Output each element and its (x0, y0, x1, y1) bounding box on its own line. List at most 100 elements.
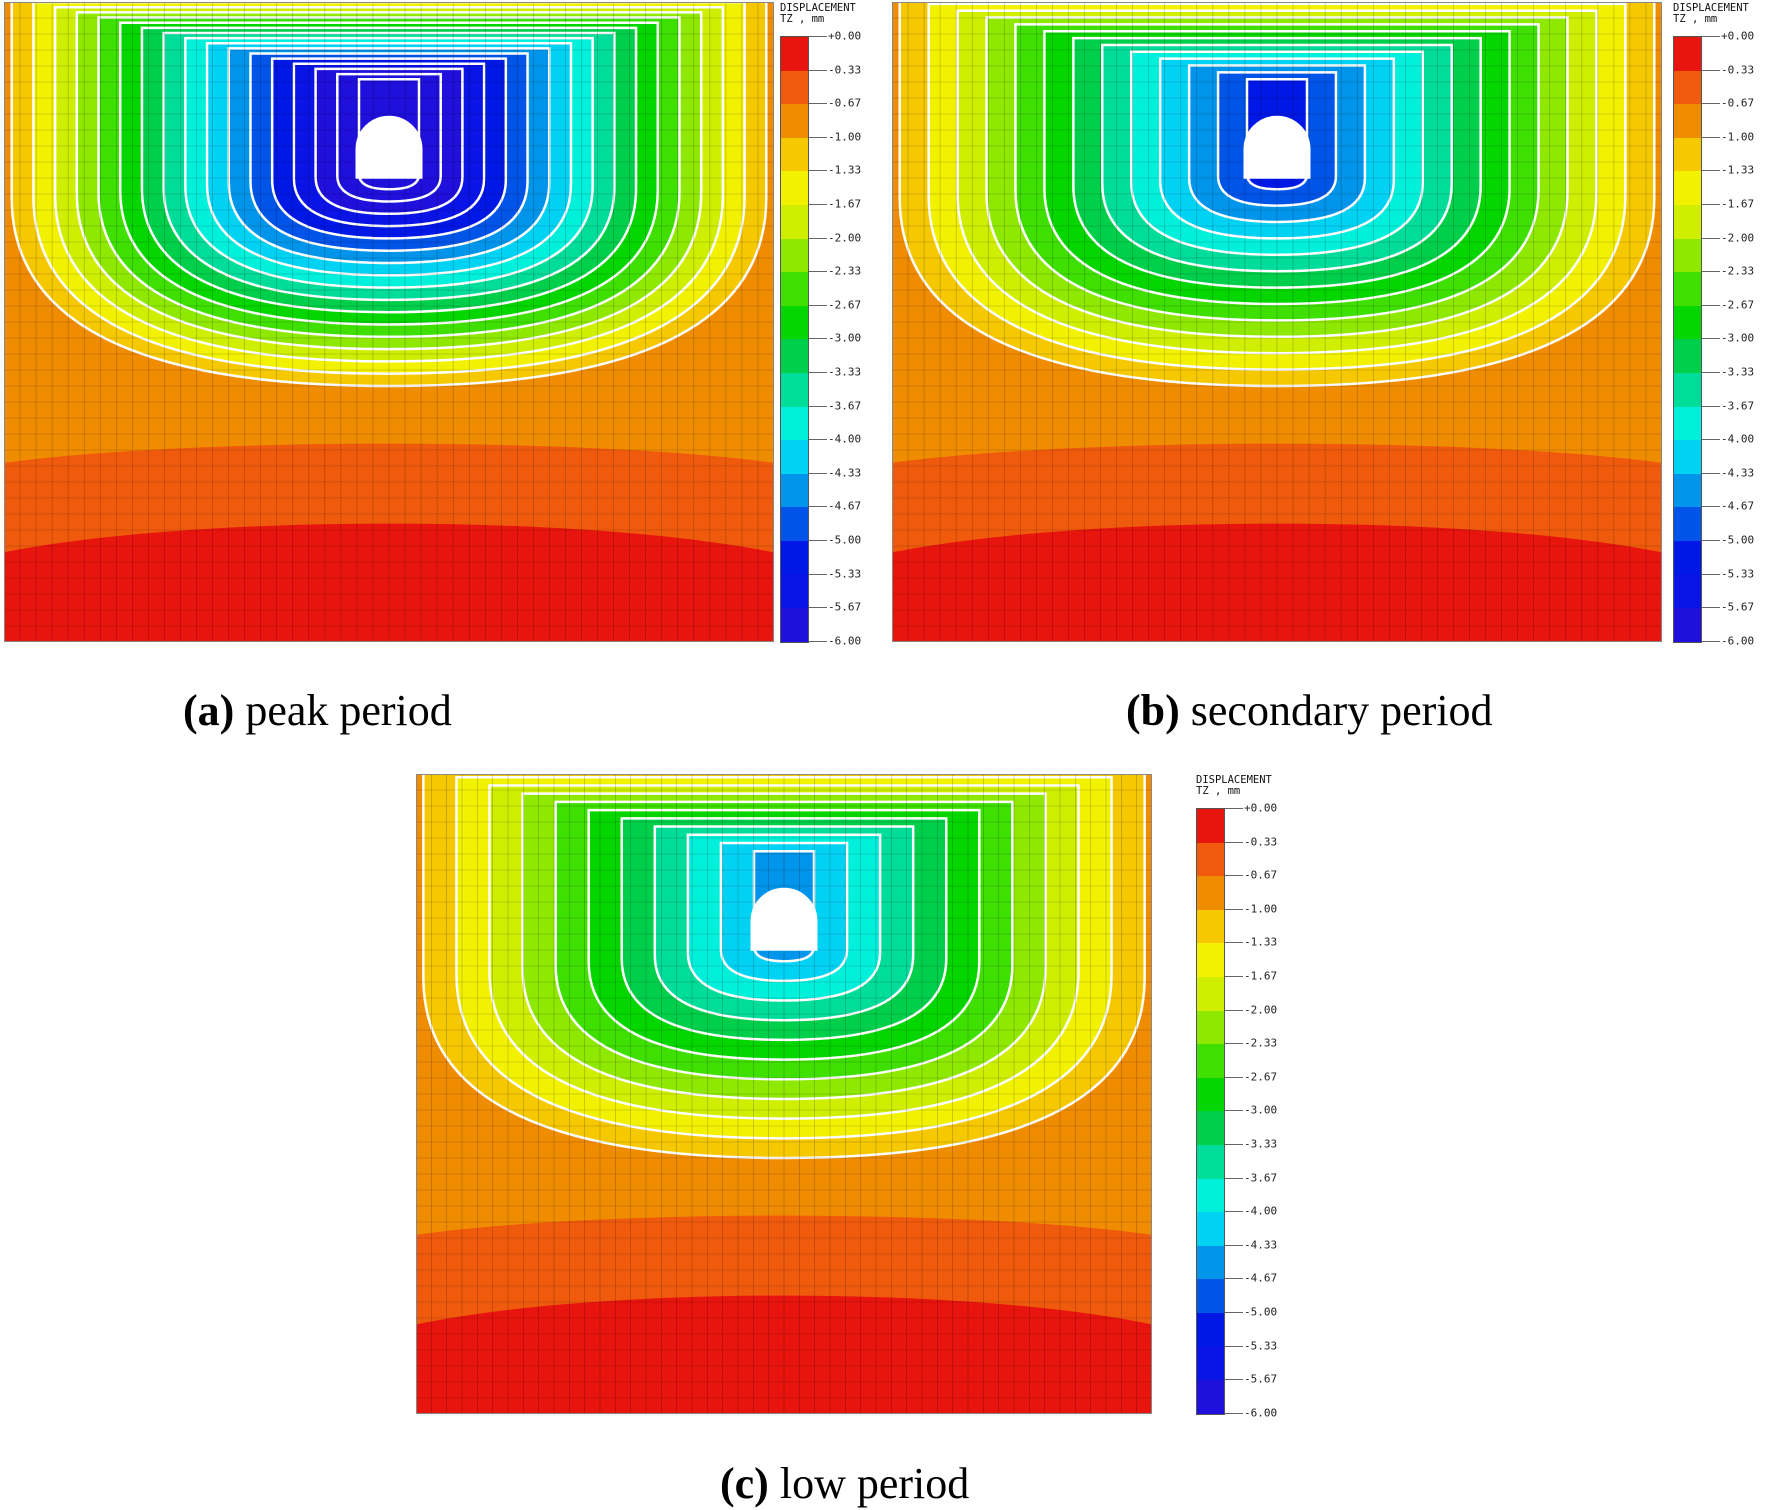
legend-swatch (781, 372, 808, 407)
legend-tick (809, 271, 827, 273)
legend-swatch (781, 507, 808, 541)
legend-swatch (1674, 204, 1701, 239)
legend-tick-label: -2.33 (828, 264, 862, 278)
legend-swatch (1674, 473, 1701, 508)
legend-tick (1702, 36, 1720, 37)
legend-tick (809, 540, 827, 541)
legend-tick-label: -0.67 (1244, 868, 1278, 882)
legend-tick-label: -3.67 (1721, 399, 1755, 413)
legend-tick (1225, 942, 1243, 944)
legend-swatch (1197, 1245, 1224, 1280)
legend-swatch (1674, 137, 1701, 172)
legend-swatch (1674, 507, 1701, 541)
legend-swatch (781, 137, 808, 172)
legend-tick-label: -3.00 (1244, 1103, 1278, 1117)
legend-tick-label: -5.67 (1244, 1372, 1278, 1386)
legend-swatch (781, 204, 808, 239)
legend-swatch (1197, 1144, 1224, 1179)
legend-tick (1225, 1412, 1243, 1414)
legend-tick (1702, 405, 1720, 407)
legend-tick-label: -0.33 (1721, 63, 1755, 77)
legend-colorbar (1196, 808, 1225, 1415)
legend-swatch (781, 272, 808, 306)
legend-tick (809, 607, 827, 609)
legend-tick (1702, 69, 1720, 71)
legend-swatch (1197, 1380, 1224, 1414)
legend-tick (1702, 506, 1720, 508)
legend-tick-label: -3.67 (1244, 1171, 1278, 1185)
legend-tick-label: -2.67 (828, 298, 862, 312)
legend-swatch (781, 473, 808, 508)
legend-tick-label: -6.00 (828, 634, 862, 648)
legend-swatch (781, 574, 808, 609)
legend-tick-label: -0.67 (1721, 96, 1755, 110)
legend-tick-label: -5.33 (1721, 567, 1755, 581)
legend-tick-label: -4.33 (1244, 1238, 1278, 1252)
legend-tick (1225, 808, 1243, 809)
legend-tick-label: -3.33 (828, 365, 862, 379)
legend-tick (1702, 607, 1720, 609)
legend-tick (1225, 1110, 1243, 1112)
legend-swatch (1674, 574, 1701, 609)
legend-tick-label: -6.00 (1721, 634, 1755, 648)
legend-tick-label: -4.33 (828, 466, 862, 480)
legend-tick (1702, 338, 1720, 340)
tunnel-opening (1243, 115, 1311, 179)
legend-tick (1702, 640, 1720, 642)
legend-tick-label: -4.00 (828, 432, 862, 446)
legend-tick (809, 640, 827, 642)
legend-tick-label: -5.33 (828, 567, 862, 581)
legend-swatch (1197, 909, 1224, 944)
legend-swatch (1674, 171, 1701, 205)
legend-tick-label: -5.67 (1721, 600, 1755, 614)
legend-swatch (781, 305, 808, 340)
legend-swatch (1674, 37, 1701, 71)
legend-title: DISPLACEMENT TZ , mm (780, 2, 856, 25)
legend-tick (1225, 875, 1243, 877)
displacement-field-b (892, 2, 1662, 642)
legend-tick-label: -2.00 (1244, 1003, 1278, 1017)
legend-tick-label: -2.67 (1244, 1070, 1278, 1084)
contour-band (416, 1295, 1152, 1414)
legend-swatch (1674, 339, 1701, 373)
legend-tick (1702, 237, 1720, 239)
legend-tick-label: -5.00 (1244, 1305, 1278, 1319)
legend-tick-label: +0.00 (828, 29, 862, 43)
legend-swatch (781, 406, 808, 441)
legend-tick (1702, 103, 1720, 105)
legend-tick (1702, 136, 1720, 138)
legend-tick-label: -5.00 (1721, 533, 1755, 547)
legend-swatch (1674, 70, 1701, 105)
legend-tick (1702, 372, 1720, 373)
legend-swatch (1674, 238, 1701, 273)
legend-swatch (1674, 272, 1701, 306)
legend-tick (809, 573, 827, 575)
legend-swatch (1197, 1279, 1224, 1313)
legend-tick (1702, 204, 1720, 205)
legend-tick (1225, 1312, 1243, 1313)
legend-tick-label: -3.33 (1244, 1137, 1278, 1151)
legend-swatch (1197, 1178, 1224, 1213)
legend-tick (1225, 908, 1243, 910)
legend-tick-label: -1.67 (828, 197, 862, 211)
legend-swatch (1197, 1312, 1224, 1347)
legend-tick-label: -4.67 (1721, 499, 1755, 513)
legend-tick-label: -2.33 (1721, 264, 1755, 278)
legend-tick (809, 338, 827, 340)
legend-tick-label: -2.33 (1244, 1036, 1278, 1050)
legend-tick-label: -1.00 (1244, 902, 1278, 916)
legend-swatch (1197, 876, 1224, 910)
legend-swatch (1197, 1346, 1224, 1381)
legend-tick (1225, 1177, 1243, 1179)
legend-tick-label: -4.33 (1721, 466, 1755, 480)
legend-tick-label: -5.00 (828, 533, 862, 547)
legend-swatch (781, 104, 808, 138)
legend-tick-label: -1.33 (1721, 163, 1755, 177)
legend-tick-label: -1.00 (828, 130, 862, 144)
legend-swatch (1197, 1010, 1224, 1045)
legend-tick-label: -4.00 (1721, 432, 1755, 446)
displacement-field-a (4, 2, 774, 642)
legend-tick (1702, 170, 1720, 172)
legend-tick (1225, 1144, 1243, 1145)
legend-swatch (1674, 540, 1701, 575)
